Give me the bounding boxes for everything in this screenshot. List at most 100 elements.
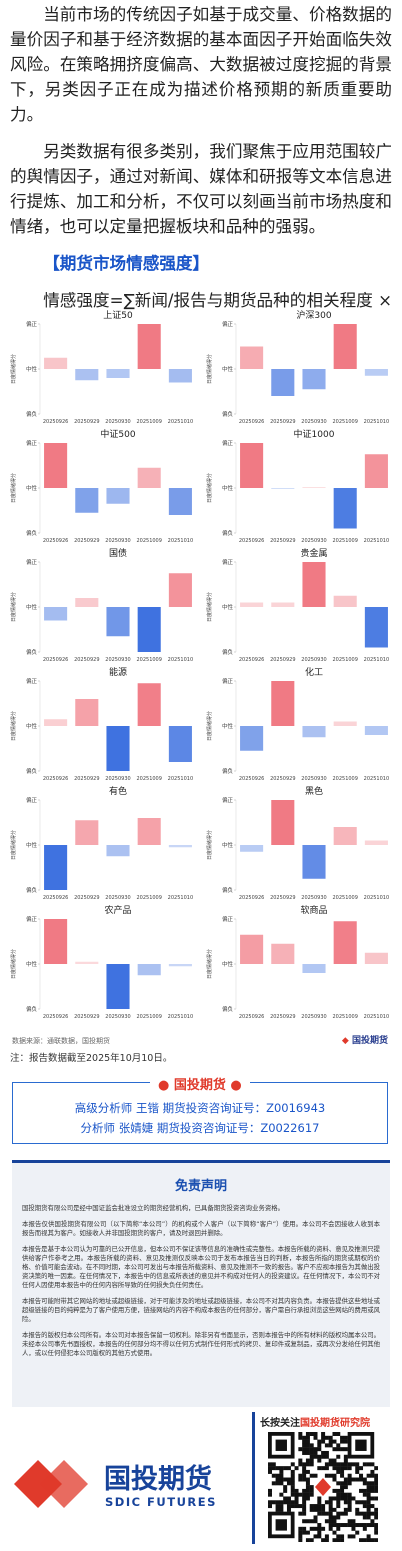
chart-title: 化工 [305, 666, 323, 678]
bar [240, 845, 264, 852]
bar [44, 607, 68, 621]
qr-cell [332, 1519, 337, 1524]
x-tick-label: 20250930 [301, 1014, 326, 1020]
y-tick-label: 偏正 [222, 915, 234, 923]
qr-cell [290, 1492, 295, 1497]
chart-title: 黑色 [305, 785, 323, 797]
x-tick-label: 20251010 [364, 776, 389, 782]
qr-cell [374, 1515, 378, 1520]
qr-cell [343, 1492, 348, 1497]
x-tick-label: 20250930 [301, 895, 326, 901]
bar [44, 357, 68, 369]
y-tick-label: 偏负 [26, 886, 38, 894]
qr-cell [370, 1538, 375, 1542]
qr-cell [343, 1481, 348, 1486]
qr-cell [347, 1462, 352, 1467]
qr-cell [302, 1443, 307, 1448]
y-axis-label: 日度情绪得分 [10, 711, 17, 741]
qr-cell [309, 1485, 314, 1490]
qr-cell [340, 1462, 345, 1467]
qr-cell [362, 1492, 367, 1497]
qr-cell [279, 1473, 284, 1478]
qr-cell [336, 1511, 341, 1516]
qr-cell [290, 1473, 295, 1478]
bar [106, 726, 130, 771]
qr-cell [355, 1477, 360, 1482]
analyst-brand-text: 国投期货 [173, 1078, 226, 1093]
qr-cell [355, 1523, 360, 1528]
qr-cell [374, 1523, 378, 1528]
x-tick-label: 20250930 [105, 657, 130, 663]
bar [106, 607, 130, 637]
qr-cell [290, 1481, 295, 1486]
qr-cell [279, 1469, 284, 1474]
qr-cell [347, 1473, 352, 1478]
qr-cell [317, 1458, 322, 1463]
qr-cell [340, 1439, 345, 1444]
qr-finder [275, 1439, 287, 1451]
bar [168, 488, 192, 515]
x-tick-label: 20251010 [364, 419, 389, 425]
qr-cell [275, 1504, 280, 1509]
y-tick-label: 偏负 [222, 767, 234, 775]
qr-cell [328, 1435, 333, 1440]
bar [168, 964, 192, 967]
disclaimer-paragraph: 本报告可能附带其它网站的地址或超级链接，对于可能涉及的地址或超级链接，本公司不对… [22, 1297, 380, 1323]
y-tick-label: 偏正 [26, 439, 38, 447]
qr-finder [275, 1519, 287, 1531]
y-tick-label: 偏正 [26, 677, 38, 685]
chart-frame [206, 425, 392, 547]
qr-cell [370, 1488, 375, 1493]
qr-cell [332, 1507, 337, 1512]
qr-cell [275, 1500, 280, 1505]
x-tick-label: 20251009 [332, 538, 357, 544]
qr-cell [359, 1488, 364, 1493]
qr-cell [271, 1473, 276, 1478]
qr-cell [313, 1507, 318, 1512]
qr-cell [374, 1526, 378, 1531]
qr-cell [362, 1477, 367, 1482]
disclaimer-paragraph: 国投期货有限公司是经中国证监会批准设立的期货经营机构，已具备期货投资咨询业务资格… [22, 1204, 285, 1212]
y-tick-label: 偏负 [26, 767, 38, 775]
bar [364, 726, 388, 735]
qr-cell [309, 1443, 314, 1448]
x-tick-label: 20251009 [332, 776, 357, 782]
qr-cell [359, 1473, 364, 1478]
qr-cell [370, 1469, 375, 1474]
bar [271, 369, 295, 396]
bar [302, 487, 326, 488]
y-tick-label: 偏正 [26, 320, 38, 328]
bar [75, 699, 99, 726]
bar [333, 324, 357, 369]
qr-cell [351, 1526, 356, 1531]
qr-cell [305, 1462, 310, 1467]
qr-cell [305, 1477, 310, 1482]
qr-cell [305, 1492, 310, 1497]
qr-cell [302, 1439, 307, 1444]
qr-cell [336, 1488, 341, 1493]
qr-cell [328, 1500, 333, 1505]
chart-frame [206, 544, 392, 666]
bar [168, 369, 192, 383]
y-tick-label: 偏负 [26, 648, 38, 656]
qr-code [268, 1432, 378, 1542]
qr-cell [313, 1450, 318, 1455]
x-tick-label: 20251009 [136, 419, 161, 425]
qr-cell [328, 1439, 333, 1444]
qr-cell [347, 1466, 352, 1471]
y-tick-label: 中性 [222, 365, 234, 373]
chart-frame [206, 782, 392, 904]
logo-diamond [40, 1460, 88, 1508]
y-tick-label: 偏正 [222, 439, 234, 447]
bar [168, 726, 192, 762]
qr-cell [302, 1511, 307, 1516]
qr-cell [309, 1462, 314, 1467]
chart-frame [206, 310, 392, 428]
qr-cell [355, 1500, 360, 1505]
qr-cell [324, 1435, 329, 1440]
bar [75, 488, 99, 513]
x-tick-label: 20251009 [332, 419, 357, 425]
qr-cell [340, 1538, 345, 1542]
chart-title: 软商品 [300, 904, 327, 916]
